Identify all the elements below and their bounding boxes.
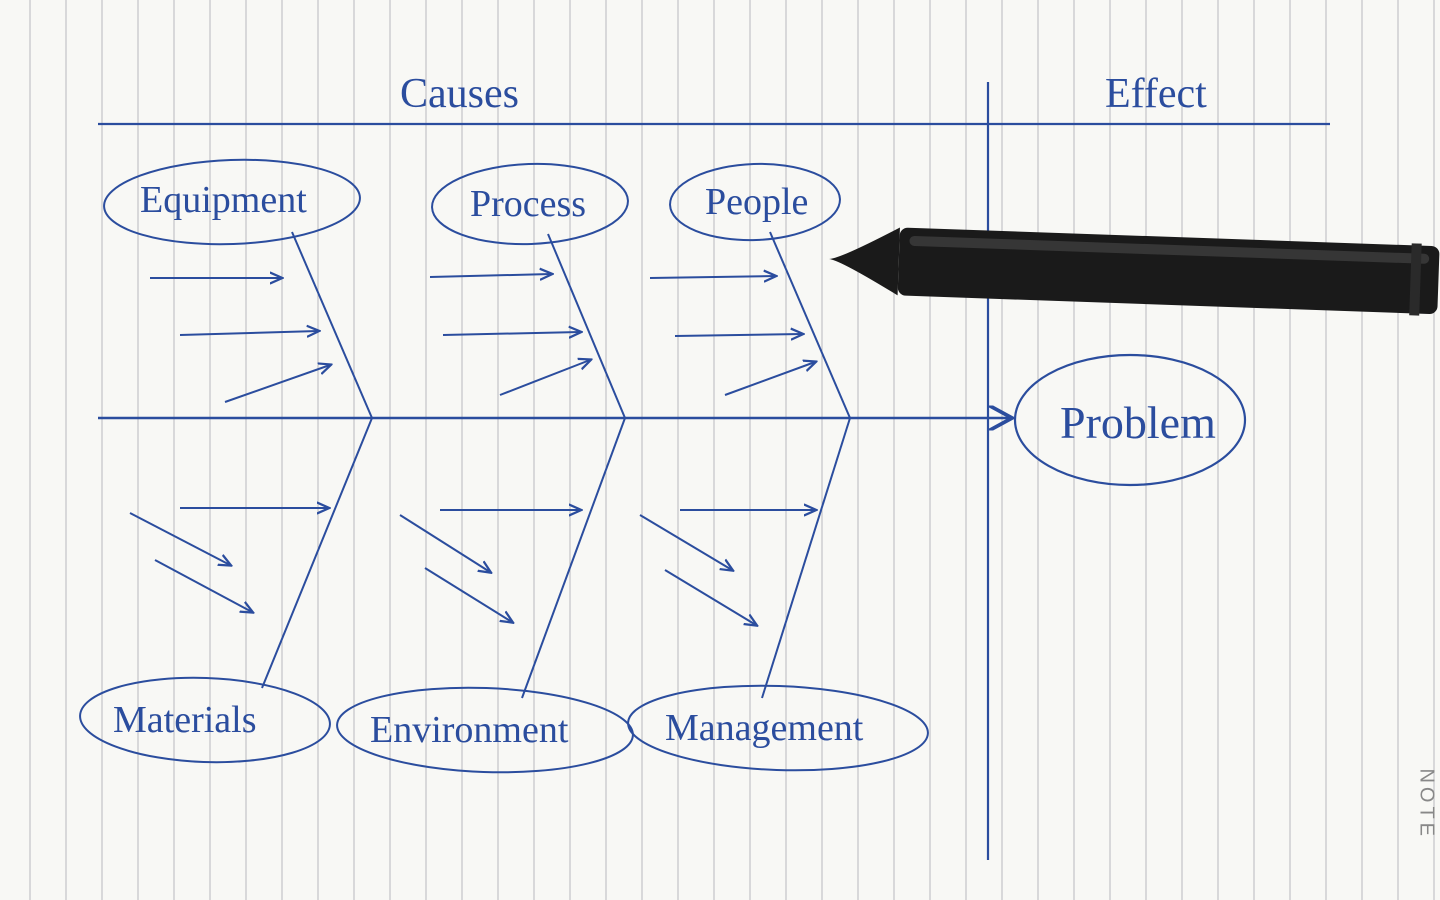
note-watermark: NOTE — [1415, 768, 1438, 840]
notebook-paper: Causes Effect Equipment Process People M… — [0, 0, 1440, 900]
pen-icon — [0, 0, 1440, 900]
